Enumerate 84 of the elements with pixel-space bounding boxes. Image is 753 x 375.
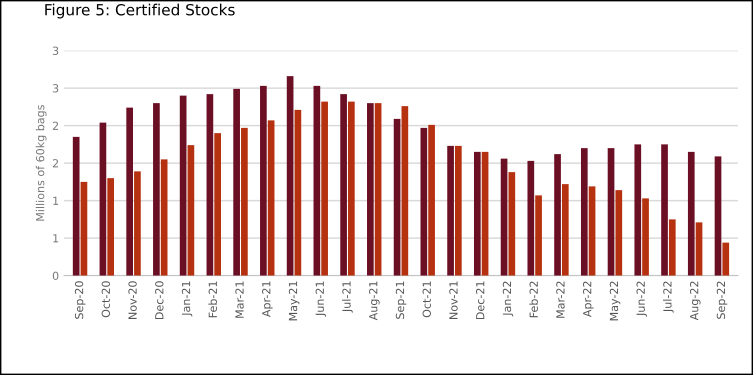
bar [153, 103, 160, 276]
x-tick-label: Sep-21 [396, 282, 406, 319]
bar [340, 94, 347, 276]
bar [394, 118, 400, 276]
x-tick-label: Jul-22 [663, 282, 674, 313]
bar [562, 184, 569, 276]
bar [100, 122, 106, 276]
chart-title: Figure 5: Certified Stocks [45, 4, 235, 18]
bar [722, 242, 730, 276]
bar [107, 178, 114, 276]
x-tick-label: May-21 [288, 282, 300, 320]
bar [348, 102, 355, 276]
x-tick-label: Aug-21 [369, 282, 380, 320]
bar [180, 96, 186, 276]
x-tick-label: Aug-22 [690, 282, 701, 320]
x-tick-label: Sep-22 [716, 282, 728, 319]
x-tick-label: Jun-21 [316, 282, 326, 317]
bar [554, 154, 561, 276]
y-tick-label: 2 [52, 122, 58, 130]
x-tick-label: Jan-21 [182, 282, 192, 316]
y-tick-label: 1 [53, 196, 58, 205]
bar [428, 124, 435, 276]
bar [714, 156, 722, 276]
bar [268, 120, 274, 276]
x-tick-label: Dec-21 [476, 282, 484, 320]
bar [374, 103, 382, 276]
x-tick-label: Feb-21 [208, 282, 217, 318]
bar [508, 172, 516, 276]
bar [286, 76, 294, 276]
x-tick-label: Jul-21 [342, 282, 353, 313]
x-tick-label: May-22 [610, 282, 620, 320]
bar [482, 152, 488, 276]
bar [688, 152, 695, 276]
bar [661, 144, 668, 276]
bar [642, 198, 649, 276]
bar [188, 145, 194, 276]
bar [527, 160, 534, 276]
bar [668, 219, 676, 276]
bar [500, 158, 508, 276]
bar [580, 148, 588, 276]
bar [233, 88, 240, 276]
x-tick-label: Oct-21 [422, 282, 431, 318]
bar [447, 146, 454, 276]
bar [608, 148, 614, 276]
x-tick-label: Dec-20 [155, 281, 164, 320]
y-tick-label: 2 [52, 159, 58, 168]
bar [420, 128, 428, 276]
bar [126, 108, 134, 276]
y-tick-label: 0 [52, 272, 58, 280]
x-tick-label: Mar-22 [556, 282, 565, 318]
bar [634, 144, 642, 276]
x-tick-label: Nov-21 [449, 282, 458, 319]
bar [615, 190, 622, 276]
y-axis-title: Millions of 60kg bags [36, 105, 47, 221]
x-tick-label: Mar-21 [235, 282, 244, 318]
x-tick-label: Sep-20 [74, 281, 86, 319]
bar [367, 103, 374, 276]
x-tick-label: Jun-22 [636, 282, 647, 317]
bar [241, 128, 248, 276]
bar [160, 159, 168, 276]
bar [206, 94, 214, 276]
bar [314, 86, 320, 276]
bar [588, 186, 596, 276]
x-tick-label: Oct-20 [102, 281, 110, 318]
bar [72, 136, 80, 276]
bar [80, 182, 88, 276]
x-tick-label: Apr-21 [262, 282, 273, 318]
y-tick-label: 1 [53, 234, 58, 242]
bar [321, 102, 328, 276]
y-tick-label: 3 [52, 84, 58, 93]
bar [402, 106, 408, 276]
bar [696, 222, 702, 276]
x-tick-label: Nov-20 [128, 281, 137, 319]
y-tick-label: 3 [52, 46, 58, 56]
x-tick-label: Feb-22 [529, 282, 538, 318]
bar [260, 86, 267, 276]
bar [134, 171, 141, 276]
x-tick-label: Jan-22 [502, 282, 514, 316]
bar [474, 152, 481, 276]
bar [535, 195, 542, 276]
bar [454, 146, 462, 276]
x-tick-label: Apr-22 [582, 282, 594, 318]
bar [294, 110, 302, 276]
bar [214, 133, 221, 276]
